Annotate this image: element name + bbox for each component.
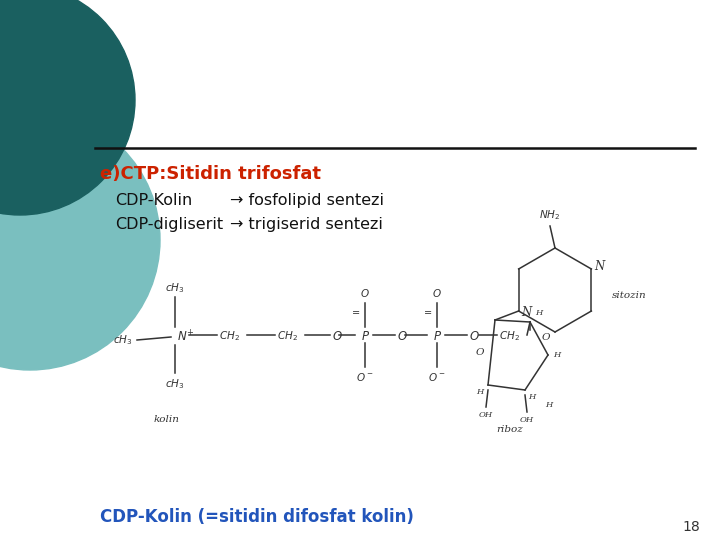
Circle shape (0, 0, 135, 215)
Text: sitozin: sitozin (612, 291, 647, 300)
Text: $cH_3$: $cH_3$ (114, 333, 133, 347)
Text: → fosfolipid sentezi: → fosfolipid sentezi (230, 193, 384, 208)
Text: riboz: riboz (497, 425, 523, 434)
Text: H: H (476, 388, 483, 396)
Text: N: N (521, 307, 532, 320)
Text: $CH_2$: $CH_2$ (277, 329, 298, 343)
Text: e)CTP:Sitidin trifosfat: e)CTP:Sitidin trifosfat (100, 165, 321, 183)
Text: $N^{+}$: $N^{+}$ (177, 329, 194, 345)
Text: $CH_2$: $CH_2$ (219, 329, 240, 343)
Text: OH: OH (520, 416, 534, 424)
Text: H: H (553, 351, 560, 359)
Text: =: = (352, 308, 360, 318)
Text: $NH_2$: $NH_2$ (539, 208, 561, 222)
Text: H: H (528, 393, 535, 401)
Text: $O$: $O$ (397, 329, 408, 342)
Text: $CH_2$: $CH_2$ (499, 329, 520, 343)
Text: H: H (535, 309, 542, 317)
Text: $cH_3$: $cH_3$ (165, 281, 185, 295)
Text: $O$: $O$ (469, 329, 480, 342)
Text: CDP-digliserit: CDP-digliserit (115, 217, 223, 232)
Text: N: N (595, 260, 605, 273)
Text: → trigiserid sentezi: → trigiserid sentezi (230, 217, 383, 232)
Text: $O$: $O$ (360, 287, 370, 299)
Text: kolin: kolin (154, 415, 180, 424)
Text: CDP-Kolin (=sitidin difosfat kolin): CDP-Kolin (=sitidin difosfat kolin) (100, 508, 414, 526)
Text: O: O (475, 348, 484, 357)
Text: O: O (541, 333, 550, 341)
Text: $P$: $P$ (361, 329, 371, 342)
Text: $O^-$: $O^-$ (428, 371, 446, 383)
Text: 18: 18 (683, 520, 700, 534)
Text: $O^-$: $O^-$ (356, 371, 374, 383)
Text: $cH_3$: $cH_3$ (165, 377, 185, 391)
Text: $P$: $P$ (433, 329, 443, 342)
Text: $O$: $O$ (432, 287, 442, 299)
Text: H: H (545, 401, 552, 409)
Text: $O$: $O$ (332, 329, 343, 342)
Text: OH: OH (479, 411, 493, 419)
Text: CDP-Kolin: CDP-Kolin (115, 193, 192, 208)
Text: =: = (424, 308, 432, 318)
Circle shape (0, 110, 160, 370)
